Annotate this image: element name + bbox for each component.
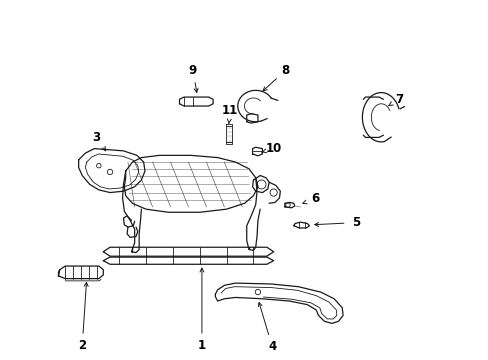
Text: 3: 3	[92, 131, 101, 144]
Text: 9: 9	[188, 64, 197, 77]
Text: 6: 6	[310, 192, 319, 205]
Text: 10: 10	[265, 142, 281, 155]
Text: 5: 5	[352, 216, 360, 229]
Text: 11: 11	[222, 104, 238, 117]
Text: 4: 4	[267, 340, 276, 353]
Text: 2: 2	[78, 339, 86, 352]
Text: 1: 1	[198, 339, 205, 352]
Text: 8: 8	[281, 64, 289, 77]
Text: 7: 7	[394, 93, 403, 106]
